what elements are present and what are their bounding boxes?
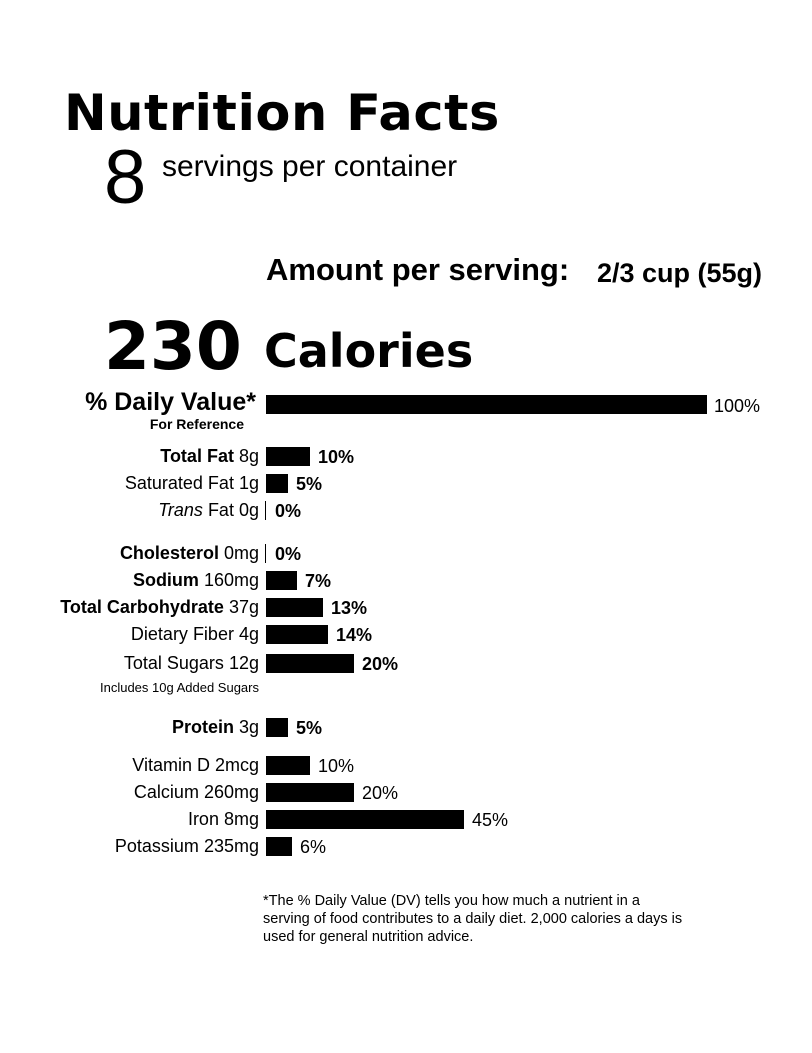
nutrient-name: Total Sugars [123, 653, 224, 673]
nutrient-name: Potassium [114, 836, 199, 856]
nutrient-percent: 10% [318, 447, 355, 467]
reference-bar [266, 395, 707, 414]
nutrient-label: Total Fat 8g [160, 446, 259, 467]
nutrient-label: Protein 3g [172, 717, 259, 738]
nutrient-name: Sodium [132, 570, 199, 590]
nutrient-percent: 7% [305, 571, 332, 591]
nutrient-percent: 14% [336, 625, 373, 645]
nutrient-name: Saturated Fat [124, 473, 234, 493]
calories-value: 230 [104, 308, 242, 385]
nutrient-bar [266, 598, 323, 617]
daily-value-subheading: For Reference [149, 416, 244, 432]
nutrient-label: Sodium 160mg [133, 570, 259, 591]
nutrient-amount: 160mg [203, 570, 259, 590]
calories-label: Calories [264, 324, 474, 378]
nutrient-bar [266, 837, 292, 856]
nutrient-name: Iron [187, 809, 219, 829]
nutrient-bar [266, 571, 297, 590]
nutrient-label: Total Carbohydrate 37g [60, 597, 259, 618]
nutrient-name: Total Carbohydrate [60, 597, 224, 617]
nutrient-label: Trans Fat 0g [158, 500, 259, 521]
nutrient-name: Trans [158, 500, 203, 520]
amount-per-serving-label: Amount per serving: [266, 252, 570, 287]
nutrient-amount: 3g [238, 717, 259, 737]
nutrient-bar [265, 544, 266, 563]
nutrient-percent: 6% [300, 837, 327, 857]
nutrient-name: Protein [171, 717, 234, 737]
nutrient-percent: 5% [296, 718, 323, 738]
nutrient-amount: 8g [238, 446, 259, 466]
nutrient-amount: 0g [238, 500, 259, 520]
nutrient-label: Potassium 235mg [115, 836, 259, 857]
nutrient-percent: 20% [362, 654, 399, 674]
nutrient-name: Vitamin D [132, 755, 210, 775]
servings-label: servings per container [162, 150, 458, 183]
nutrient-amount: 12g [228, 653, 259, 673]
nutrient-name-suffix: Fat [202, 500, 234, 520]
page-title: Nutrition Facts [64, 84, 500, 142]
nutrient-percent: 0% [275, 544, 302, 564]
nutrient-label: Cholesterol 0mg [120, 543, 259, 564]
nutrient-label: Dietary Fiber 4g [131, 624, 259, 645]
nutrient-label: Saturated Fat 1g [125, 473, 259, 494]
nutrient-amount: 37g [228, 597, 259, 617]
nutrient-bar [266, 654, 354, 673]
nutrient-bar [266, 474, 288, 493]
servings-count: 8 [104, 135, 147, 220]
daily-value-heading: % Daily Value* [85, 388, 256, 416]
nutrient-percent: 13% [331, 598, 368, 618]
nutrient-amount: 2mcg [214, 755, 259, 775]
nutrient-label: Vitamin D 2mcg [132, 755, 259, 776]
added-sugars-note: Includes 10g Added Sugars [99, 680, 259, 695]
serving-size: 2/3 cup (55g) [597, 258, 763, 288]
nutrient-name: Calcium [133, 782, 199, 802]
nutrient-percent: 20% [362, 783, 399, 803]
nutrient-name: Dietary Fiber [130, 624, 234, 644]
nutrient-name: Total Fat [160, 446, 234, 466]
nutrient-percent: 5% [296, 474, 323, 494]
nutrient-amount: 4g [238, 624, 259, 644]
nutrient-label: Calcium 260mg [134, 782, 259, 803]
nutrient-bar [266, 810, 464, 829]
nutrient-bar [266, 718, 288, 737]
nutrient-amount: 235mg [203, 836, 259, 856]
nutrient-bar [266, 756, 310, 775]
footnote: *The % Daily Value (DV) tells you how mu… [263, 893, 683, 945]
nutrient-label: Iron 8mg [188, 809, 259, 830]
nutrient-percent: 10% [318, 756, 355, 776]
nutrient-bar [265, 501, 266, 520]
nutrient-label: Total Sugars 12g [124, 653, 259, 674]
nutrient-bar [266, 447, 310, 466]
nutrient-bar [266, 625, 328, 644]
nutrient-name: Cholesterol [119, 543, 219, 563]
nutrient-bar [266, 783, 354, 802]
nutrient-percent: 0% [275, 501, 302, 521]
nutrient-amount: 260mg [203, 782, 259, 802]
nutrient-amount: 0mg [223, 543, 259, 563]
nutrient-percent: 45% [472, 810, 509, 830]
nutrient-amount: 1g [238, 473, 259, 493]
nutrient-amount: 8mg [223, 809, 259, 829]
reference-bar-label: 100% [714, 396, 761, 416]
